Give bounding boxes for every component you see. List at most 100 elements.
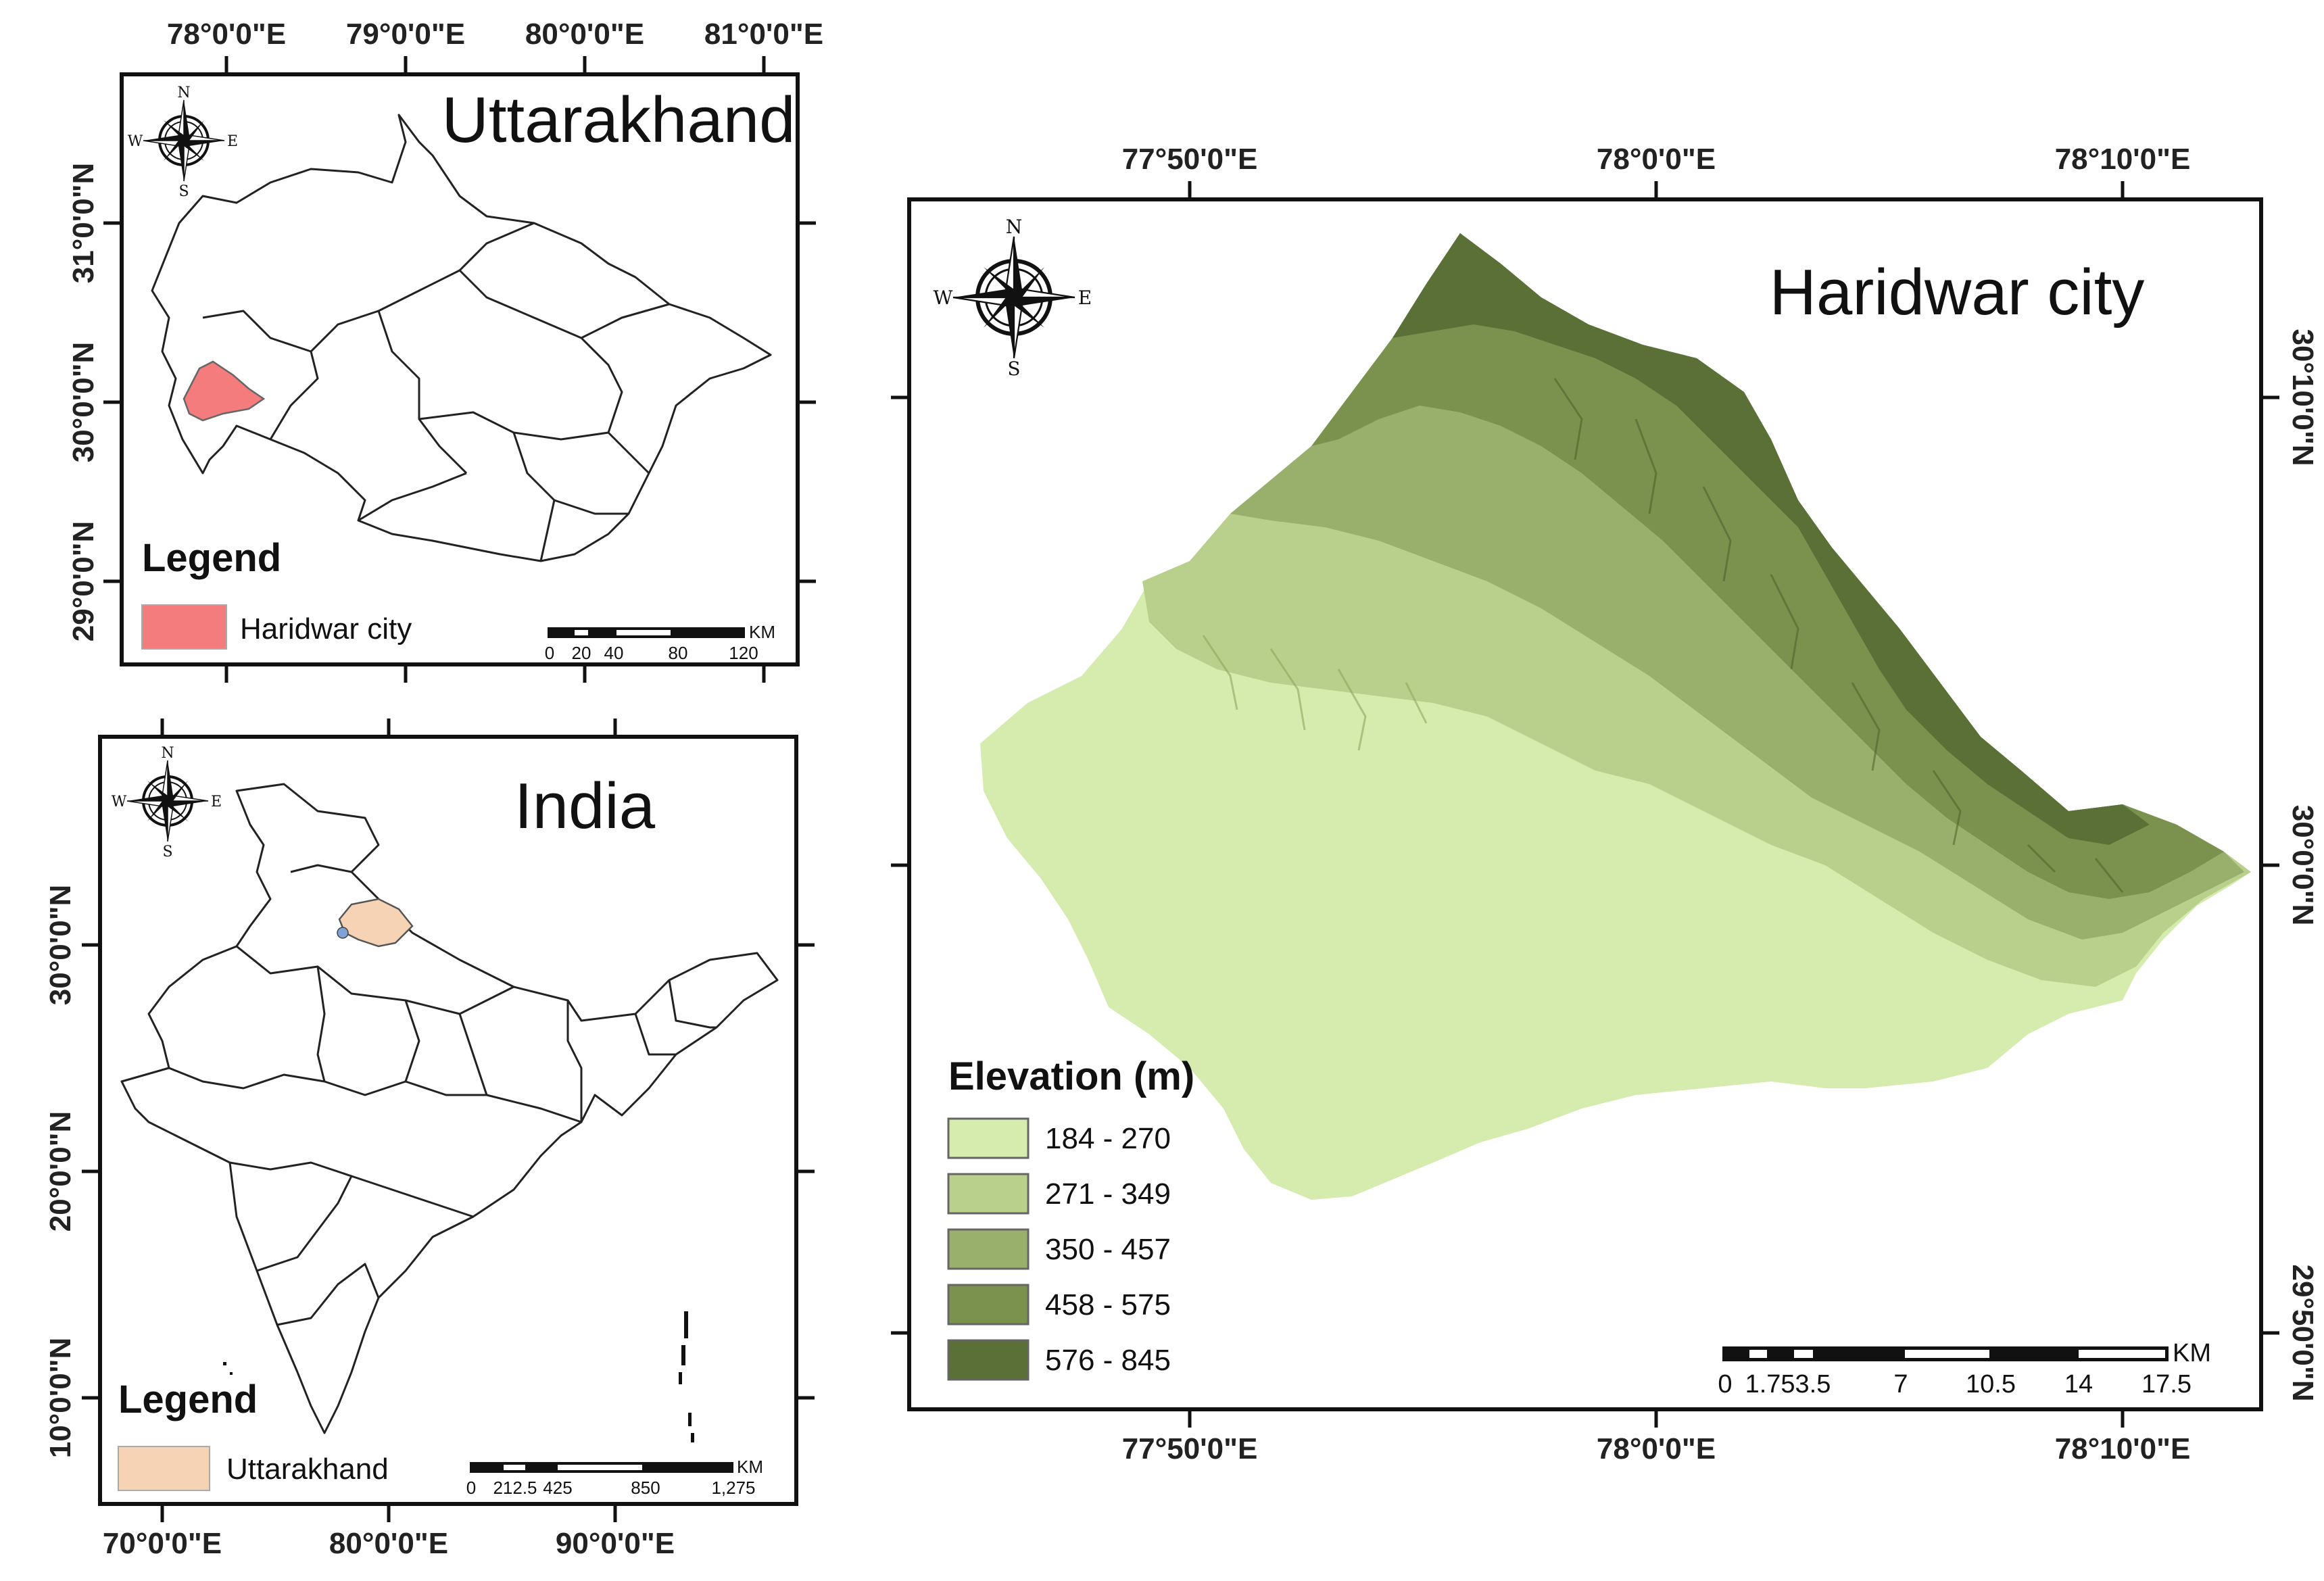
haridwar-north-arrow-icon: N S E W bbox=[934, 216, 1092, 380]
haridwar-map-title: Haridwar city bbox=[1770, 256, 2145, 329]
uttarakhand-haridwar-highlight bbox=[183, 360, 266, 422]
india-left-tick-3: 10°0'0"N bbox=[44, 1338, 77, 1459]
haridwar-right-ticks: 30°10'0"N 30°0'0"N 29°50'0"N bbox=[891, 329, 2319, 1402]
india-compass-s: S bbox=[162, 844, 172, 860]
haridwar-bottom-ticks: 77°50'0"E 78°0'0"E 78°10'0"E bbox=[1122, 1409, 2191, 1465]
haridwar-scale-label-3: 7 bbox=[1893, 1370, 1908, 1398]
haridwar-top-tick-3: 78°10'0"E bbox=[2055, 143, 2191, 176]
india-map-panel: 70°0'0"E 80°0'0"E 90°0'0"E 30°0'0"N 20°0… bbox=[44, 719, 815, 1560]
haridwar-scale-label-5: 14 bbox=[2064, 1370, 2093, 1398]
uttarakhand-left-ticks: 31°0'0"N 30°0'0"N 29°0'0"N bbox=[67, 163, 816, 642]
india-legend-heading: Legend bbox=[118, 1378, 258, 1421]
haridwar-map-panel: 77°50'0"E 78°0'0"E 78°10'0"E 77°50'0"E 7… bbox=[891, 143, 2319, 1465]
india-left-ticks: 30°0'0"N 20°0'0"N 10°0'0"N bbox=[44, 885, 815, 1459]
india-country-outline bbox=[120, 783, 779, 1434]
india-bottom-ticks: 70°0'0"E 80°0'0"E 90°0'0"E bbox=[103, 719, 675, 1560]
india-scale-label-4: 850 bbox=[631, 1478, 660, 1498]
uttarakhand-left-tick-2: 30°0'0"N bbox=[67, 342, 100, 463]
haridwar-legend-heading: Elevation (m) bbox=[948, 1054, 1194, 1098]
uttarakhand-compass-n: N bbox=[177, 84, 190, 101]
india-scale-unit: KM bbox=[737, 1457, 763, 1477]
uttarakhand-left-tick-1: 31°0'0"N bbox=[67, 163, 100, 284]
india-compass-w: W bbox=[112, 794, 127, 810]
haridwar-compass-s: S bbox=[1007, 358, 1020, 380]
terrain-texture bbox=[1553, 378, 2124, 893]
haridwar-bottom-tick-2: 78°0'0"E bbox=[1597, 1432, 1716, 1465]
haridwar-scale-unit: KM bbox=[2173, 1339, 2211, 1367]
uttarakhand-scale-label-2: 20 bbox=[572, 643, 591, 663]
uttarakhand-compass-s: S bbox=[178, 183, 189, 200]
elevation-legend-label-5: 576 - 845 bbox=[1045, 1344, 1171, 1377]
haridwar-top-tick-2: 78°0'0"E bbox=[1597, 143, 1716, 176]
haridwar-elevation-relief bbox=[980, 233, 2251, 1200]
uttarakhand-compass-w: W bbox=[128, 133, 143, 150]
elevation-legend-swatch-5 bbox=[947, 1339, 1030, 1381]
elevation-legend-swatch-2 bbox=[947, 1173, 1030, 1215]
uttarakhand-scale-label-5: 120 bbox=[729, 643, 758, 663]
elevation-legend-swatch-1 bbox=[947, 1117, 1030, 1159]
uttarakhand-top-tick-1: 78°0'0"E bbox=[167, 18, 286, 51]
haridwar-scale-label-1: 0 bbox=[1718, 1370, 1732, 1398]
uttarakhand-scale-label-1: 0 bbox=[545, 643, 554, 663]
uttarakhand-legend-item: Haridwar city bbox=[240, 612, 412, 646]
india-legend: Legend Uttarakhand bbox=[118, 1378, 389, 1491]
terrain-texture-low bbox=[1202, 635, 1428, 751]
haridwar-scale-bar: KM 0 1.753.5 7 10.5 14 17.5 bbox=[1718, 1339, 2211, 1398]
india-compass-e: E bbox=[211, 794, 222, 810]
india-bottom-tick-3: 90°0'0"E bbox=[556, 1527, 675, 1560]
elevation-legend-label-2: 271 - 349 bbox=[1045, 1177, 1171, 1211]
uttarakhand-compass-e: E bbox=[227, 133, 238, 150]
uttarakhand-scale-label-3: 40 bbox=[604, 643, 624, 663]
uttarakhand-scale-bar: KM 0 20 40 80 120 bbox=[545, 622, 775, 663]
india-compass-n: N bbox=[161, 745, 174, 762]
haridwar-right-tick-1: 30°10'0"N bbox=[2286, 329, 2319, 466]
india-scale-label-3: 425 bbox=[543, 1478, 572, 1498]
uttarakhand-top-tick-4: 81°0'0"E bbox=[704, 18, 823, 51]
uttarakhand-top-tick-3: 80°0'0"E bbox=[525, 18, 644, 51]
uttarakhand-legend: Legend Haridwar city bbox=[141, 536, 412, 650]
india-left-tick-2: 20°0'0"N bbox=[44, 1111, 77, 1232]
uttarakhand-scale-unit: KM bbox=[749, 622, 775, 642]
haridwar-top-ticks: 77°50'0"E 78°0'0"E 78°10'0"E bbox=[1122, 143, 2191, 199]
india-scale-label-5: 1,275 bbox=[711, 1478, 755, 1498]
haridwar-compass-e: E bbox=[1078, 287, 1092, 309]
uttarakhand-map-frame bbox=[120, 72, 800, 666]
india-andaman-islands bbox=[223, 1311, 694, 1442]
elevation-zone-458-575 bbox=[1311, 233, 2224, 899]
elevation-legend-swatch-3 bbox=[947, 1228, 1030, 1270]
india-scale-label-2: 212.5 bbox=[493, 1478, 537, 1498]
uttarakhand-legend-heading: Legend bbox=[142, 536, 281, 580]
india-scale-bar: KM 0 212.5 425 850 1,275 bbox=[466, 1457, 763, 1498]
uttarakhand-north-arrow-icon: N S E W bbox=[128, 84, 238, 200]
uttarakhand-left-tick-3: 29°0'0"N bbox=[67, 521, 100, 642]
haridwar-right-tick-2: 30°0'0"N bbox=[2286, 805, 2319, 926]
haridwar-scale-label-2: 1.753.5 bbox=[1745, 1370, 1831, 1398]
elevation-legend-label-4: 458 - 575 bbox=[1045, 1288, 1171, 1321]
elevation-legend-label-1: 184 - 270 bbox=[1045, 1122, 1171, 1155]
uttarakhand-top-ticks: 78°0'0"E 79°0'0"E 80°0'0"E 81°0'0"E bbox=[167, 18, 823, 683]
haridwar-scale-label-6: 17.5 bbox=[2141, 1370, 2192, 1398]
haridwar-bottom-tick-1: 77°50'0"E bbox=[1122, 1432, 1258, 1465]
haridwar-scale-label-4: 10.5 bbox=[1966, 1370, 2016, 1398]
india-scale-label-1: 0 bbox=[466, 1478, 476, 1498]
haridwar-compass-n: N bbox=[1006, 216, 1023, 238]
india-legend-item: Uttarakhand bbox=[226, 1453, 389, 1486]
uttarakhand-state-outline bbox=[151, 114, 772, 562]
india-bottom-tick-1: 70°0'0"E bbox=[103, 1527, 222, 1560]
elevation-legend-label-3: 350 - 457 bbox=[1045, 1233, 1171, 1266]
haridwar-elevation-legend: Elevation (m) 184 - 270 271 - 349 350 - 45… bbox=[947, 1054, 1194, 1381]
india-map-title: India bbox=[514, 770, 656, 842]
elevation-legend-swatch-4 bbox=[947, 1284, 1030, 1325]
uttarakhand-top-tick-2: 79°0'0"E bbox=[346, 18, 465, 51]
india-legend-swatch bbox=[118, 1446, 210, 1491]
elevation-zone-576-845 bbox=[1393, 233, 2150, 845]
haridwar-bottom-tick-3: 78°10'0"E bbox=[2055, 1432, 2191, 1465]
haridwar-right-tick-3: 29°50'0"N bbox=[2286, 1264, 2319, 1401]
india-left-tick-1: 30°0'0"N bbox=[44, 885, 77, 1006]
india-bottom-tick-2: 80°0'0"E bbox=[329, 1527, 448, 1560]
uttarakhand-scale-label-4: 80 bbox=[669, 643, 688, 663]
uttarakhand-map-title: Uttarakhand bbox=[442, 84, 796, 156]
uttarakhand-map-panel: 78°0'0"E 79°0'0"E 80°0'0"E 81°0'0"E 31°0… bbox=[67, 18, 823, 683]
india-uttarakhand-highlight bbox=[338, 898, 414, 948]
haridwar-top-tick-1: 77°50'0"E bbox=[1122, 143, 1258, 176]
